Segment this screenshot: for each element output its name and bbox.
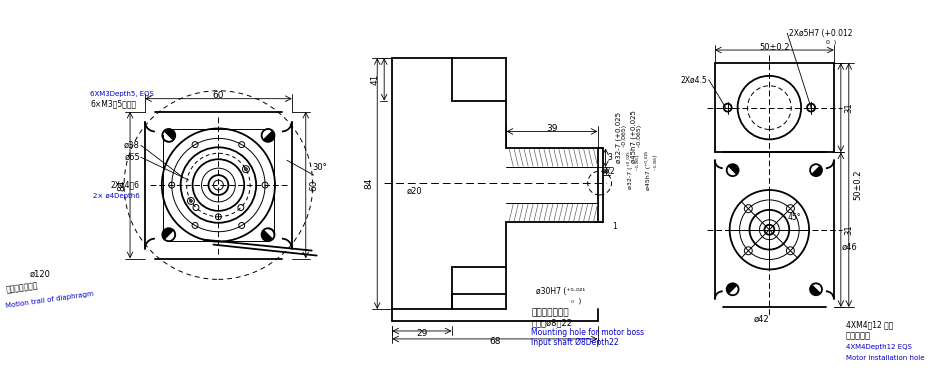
Wedge shape xyxy=(727,284,736,293)
Text: 31: 31 xyxy=(844,102,853,113)
Text: 6XM3Depth5, EQS: 6XM3Depth5, EQS xyxy=(90,91,154,97)
Text: 4XM4Depth12 EQS: 4XM4Depth12 EQS xyxy=(846,344,912,350)
Text: ø45h7 (⁺⁰·⁰²⁵: ø45h7 (⁺⁰·⁰²⁵ xyxy=(645,151,651,190)
Text: ø120: ø120 xyxy=(30,270,51,279)
Text: ø30H7 (⁺⁰·⁰²¹: ø30H7 (⁺⁰·⁰²¹ xyxy=(536,287,585,296)
Text: 84: 84 xyxy=(365,178,374,189)
Text: 2: 2 xyxy=(609,167,614,176)
Text: ø20: ø20 xyxy=(407,187,423,195)
Text: 马达安装孔: 马达安装孔 xyxy=(846,331,870,340)
Text: 60: 60 xyxy=(309,179,318,191)
Wedge shape xyxy=(263,231,272,240)
Text: ø65: ø65 xyxy=(124,153,140,162)
Text: 2Xø5H7 (+0.012: 2Xø5H7 (+0.012 xyxy=(789,29,853,38)
Circle shape xyxy=(189,200,192,203)
Text: 2Xø4.5: 2Xø4.5 xyxy=(680,75,706,84)
Wedge shape xyxy=(811,286,820,294)
Text: 2Xø4深6: 2Xø4深6 xyxy=(111,180,140,190)
Text: ø46: ø46 xyxy=(842,243,857,252)
Text: ø45h7 (+0.025: ø45h7 (+0.025 xyxy=(630,110,637,163)
Wedge shape xyxy=(813,167,821,175)
Circle shape xyxy=(244,168,248,171)
Text: 30°: 30° xyxy=(313,163,327,172)
Text: 透光板运动轨迹: 透光板运动轨迹 xyxy=(5,281,39,294)
Text: -0.065): -0.065) xyxy=(638,125,642,163)
Text: ø32-7 (+0.025: ø32-7 (+0.025 xyxy=(615,112,622,163)
Text: 31: 31 xyxy=(844,224,853,235)
Text: 输入轴ø8深22: 输入轴ø8深22 xyxy=(531,319,572,327)
Text: 3: 3 xyxy=(607,153,612,162)
Text: 84: 84 xyxy=(118,179,126,191)
Text: ø42: ø42 xyxy=(754,314,770,324)
Text: 1: 1 xyxy=(612,222,617,231)
Text: 41: 41 xyxy=(371,74,380,85)
Text: 4XM4深12 均布: 4XM4深12 均布 xyxy=(846,321,893,329)
Text: 0  ): 0 ) xyxy=(804,39,836,44)
Text: ₋₀.₀₆₅): ₋₀.₀₆₅) xyxy=(635,154,641,186)
Text: Input shaft Ø8Depth22: Input shaft Ø8Depth22 xyxy=(531,338,619,347)
Text: 马达凸台安装孔: 马达凸台安装孔 xyxy=(531,309,569,318)
Text: 45°: 45° xyxy=(788,213,801,222)
Text: ø32-7 (⁺⁰·⁰²⁵: ø32-7 (⁺⁰·⁰²⁵ xyxy=(627,151,633,189)
Wedge shape xyxy=(729,165,738,173)
Text: Mounting hole for motor boss: Mounting hole for motor boss xyxy=(531,329,644,337)
Text: -0.065): -0.065) xyxy=(623,125,627,163)
Text: ₀  ): ₀ ) xyxy=(551,298,581,304)
Text: ₋₀.₀₆₅): ₋₀.₀₆₅) xyxy=(653,154,658,186)
Text: 68: 68 xyxy=(489,337,500,346)
Text: 50±0.2: 50±0.2 xyxy=(853,170,862,200)
Text: 29: 29 xyxy=(416,329,428,339)
Wedge shape xyxy=(165,130,174,139)
Text: 50±0.2: 50±0.2 xyxy=(759,43,789,52)
Text: 6×M3深5，均布: 6×M3深5，均布 xyxy=(90,99,137,108)
Wedge shape xyxy=(264,131,273,141)
Text: Motor installation hole: Motor installation hole xyxy=(846,355,924,361)
Text: 39: 39 xyxy=(546,124,558,133)
Text: 60: 60 xyxy=(213,91,224,100)
Wedge shape xyxy=(163,229,172,239)
Text: 2× ø4Depth6: 2× ø4Depth6 xyxy=(93,193,140,199)
Text: Motion trail of diaphragm: Motion trail of diaphragm xyxy=(5,291,94,309)
Text: ø38: ø38 xyxy=(124,141,140,150)
